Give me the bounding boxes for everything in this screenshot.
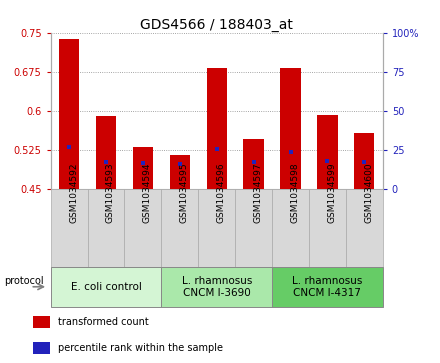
Bar	[206, 68, 227, 189]
Bar	[33, 342, 50, 354]
Text: GSM1034599: GSM1034599	[327, 162, 337, 223]
Bar	[354, 133, 374, 189]
Text: GSM1034594: GSM1034594	[143, 162, 152, 223]
Bar	[96, 116, 116, 189]
FancyBboxPatch shape	[235, 189, 272, 267]
FancyBboxPatch shape	[125, 189, 161, 267]
FancyBboxPatch shape	[272, 189, 309, 267]
FancyBboxPatch shape	[88, 189, 125, 267]
Text: L. rhamnosus
CNCM I-4317: L. rhamnosus CNCM I-4317	[292, 276, 363, 298]
Text: GSM1034592: GSM1034592	[69, 162, 78, 223]
Bar	[59, 40, 79, 189]
FancyBboxPatch shape	[51, 189, 88, 267]
Text: GSM1034593: GSM1034593	[106, 162, 115, 223]
Bar	[33, 316, 50, 328]
FancyBboxPatch shape	[161, 189, 198, 267]
Text: GSM1034596: GSM1034596	[217, 162, 226, 223]
Text: E. coli control: E. coli control	[70, 282, 141, 292]
Text: GSM1034598: GSM1034598	[290, 162, 300, 223]
FancyBboxPatch shape	[272, 267, 383, 307]
Text: GSM1034600: GSM1034600	[364, 162, 374, 223]
Bar	[317, 115, 337, 189]
Text: transformed count: transformed count	[58, 317, 149, 327]
Text: percentile rank within the sample: percentile rank within the sample	[58, 343, 223, 353]
Bar	[280, 68, 301, 189]
FancyBboxPatch shape	[51, 267, 161, 307]
Title: GDS4566 / 188403_at: GDS4566 / 188403_at	[140, 18, 293, 32]
Text: GSM1034597: GSM1034597	[253, 162, 263, 223]
Bar	[133, 147, 153, 189]
Text: protocol: protocol	[4, 276, 44, 286]
FancyBboxPatch shape	[198, 189, 235, 267]
Text: L. rhamnosus
CNCM I-3690: L. rhamnosus CNCM I-3690	[182, 276, 252, 298]
Text: GSM1034595: GSM1034595	[180, 162, 189, 223]
FancyBboxPatch shape	[161, 267, 272, 307]
FancyBboxPatch shape	[346, 189, 383, 267]
Bar	[243, 139, 264, 189]
Bar	[170, 155, 190, 189]
FancyBboxPatch shape	[309, 189, 346, 267]
